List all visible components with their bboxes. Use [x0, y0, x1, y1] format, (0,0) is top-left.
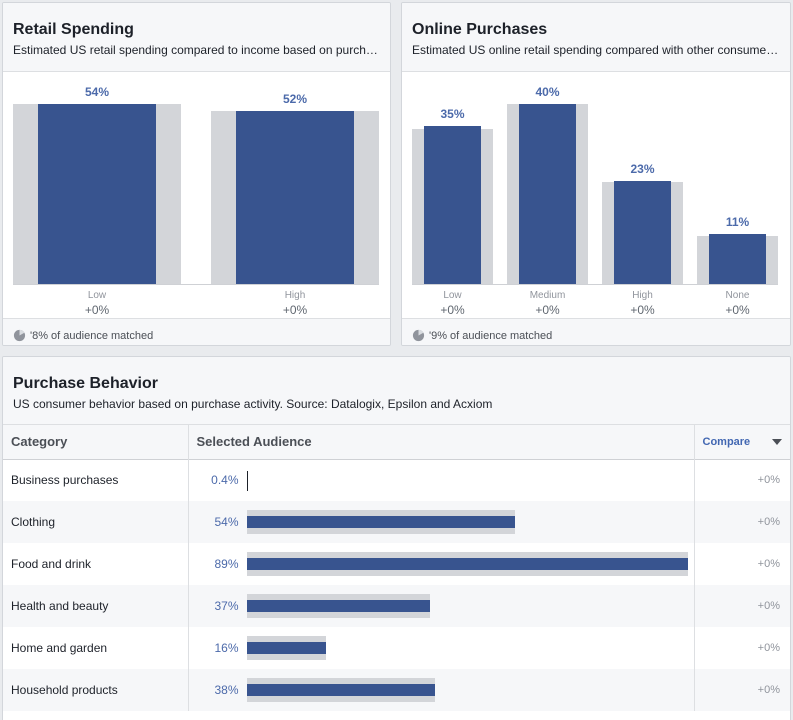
retail-baseline: [13, 284, 379, 285]
online-purchases-title: Online Purchases: [412, 21, 548, 38]
retail-spending-footer: '8% of audience matched: [3, 318, 390, 345]
online-bar: [519, 104, 576, 284]
column-header-category[interactable]: Category: [3, 425, 189, 459]
table-row: Health and beauty 37% +0%: [3, 585, 790, 627]
selected-audience-cell: 37%: [188, 585, 695, 627]
row-bar: [246, 516, 515, 528]
compare-cell: +0%: [757, 600, 780, 612]
online-bar: [614, 181, 671, 284]
column-header-compare[interactable]: Compare: [694, 425, 790, 459]
pie-chart-icon: [13, 329, 26, 342]
retail-spending-card: Retail Spending Estimated US retail spen…: [2, 2, 391, 346]
table-row: Household products 38% +0%: [3, 669, 790, 711]
category-cell: Household products: [3, 669, 189, 711]
online-compare-value: +0%: [440, 303, 465, 317]
retail-bar: [38, 104, 156, 284]
selected-audience-cell: 89%: [188, 543, 695, 585]
online-match-text: '9% of audience matched: [429, 329, 553, 342]
online-bar: [709, 234, 766, 284]
row-bar: [246, 684, 435, 696]
table-row: Business purchases 0.4% +0%: [3, 459, 790, 501]
category-cell: Business purchases: [3, 459, 189, 501]
table-row: Clothing 54% +0%: [3, 501, 790, 543]
row-bar: [246, 642, 326, 654]
online-bar: [424, 126, 481, 284]
row-bar: [246, 470, 248, 491]
purchase-behavior-card: Purchase Behavior US consumer behavior b…: [2, 356, 791, 720]
selected-audience-cell: 54%: [188, 501, 695, 543]
column-header-selected-audience[interactable]: Selected Audience: [188, 425, 695, 459]
online-compare-value: +0%: [630, 303, 655, 317]
online-bar-value: 11%: [725, 215, 750, 229]
retail-bar-value: 52%: [282, 92, 308, 106]
retail-match-text: '8% of audience matched: [30, 329, 154, 342]
retail-spending-title: Retail Spending: [13, 21, 134, 38]
online-baseline: [412, 284, 778, 285]
purchase-behavior-rows: Business purchases 0.4% +0% Clothing 54% +0% F…: [3, 459, 790, 711]
online-purchases-subtitle: Estimated US online retail spending comp…: [412, 43, 779, 57]
compare-cell: +0%: [757, 558, 780, 570]
retail-category-label: High: [284, 290, 306, 301]
row-percent: 89%: [214, 557, 239, 571]
row-percent: 54%: [214, 515, 239, 529]
compare-cell: +0%: [757, 642, 780, 654]
online-bar-value: 35%: [440, 107, 465, 121]
category-cell: Home and garden: [3, 627, 189, 669]
online-purchases-footer: '9% of audience matched: [402, 318, 790, 345]
compare-cell: +0%: [757, 474, 780, 487]
purchase-behavior-subtitle: US consumer behavior based on purchase a…: [13, 397, 493, 411]
table-row: Home and garden 16% +0%: [3, 627, 790, 669]
selected-audience-cell: 0.4%: [188, 459, 695, 501]
pie-chart-icon: [412, 329, 425, 342]
compare-cell: +0%: [757, 516, 780, 528]
online-compare-value: +0%: [535, 303, 560, 317]
purchase-behavior-header: Purchase Behavior US consumer behavior b…: [3, 357, 790, 425]
row-percent: 16%: [214, 641, 239, 655]
category-cell: Health and beauty: [3, 585, 189, 627]
table-row: Food and drink 89% +0%: [3, 543, 790, 585]
selected-audience-cell: 38%: [188, 669, 695, 711]
retail-spending-header: Retail Spending Estimated US retail spen…: [3, 3, 390, 72]
online-bar-value: 40%: [535, 85, 560, 99]
retail-spending-subtitle: Estimated US retail spending compared to…: [13, 43, 378, 57]
row-percent: 0.4%: [211, 473, 239, 488]
retail-compare-value: +0%: [84, 303, 110, 317]
table-header-row: Category Selected Audience Compare: [3, 425, 790, 459]
row-bar: [246, 558, 688, 570]
purchase-behavior-title: Purchase Behavior: [13, 375, 158, 392]
row-percent: 37%: [214, 599, 239, 613]
category-cell: Clothing: [3, 501, 189, 543]
online-purchases-chart: 35% Low +0% 40% Medium +0% 23% High +0% 11% None +0…: [402, 72, 790, 322]
online-purchases-card: Online Purchases Estimated US online ret…: [401, 2, 791, 346]
compare-label[interactable]: Compare: [702, 435, 751, 448]
retail-spending-chart: 54% Low +0% 52% High +0%: [3, 72, 390, 322]
online-purchases-header: Online Purchases Estimated US online ret…: [402, 3, 790, 72]
category-cell: Food and drink: [3, 543, 189, 585]
row-bar: [246, 600, 430, 612]
online-category-label: Medium: [529, 290, 566, 301]
online-category-label: High: [632, 290, 653, 301]
online-category-label: Low: [443, 290, 462, 301]
online-category-label: None: [725, 290, 750, 301]
retail-category-label: Low: [87, 290, 107, 301]
caret-down-icon[interactable]: [772, 438, 782, 445]
retail-compare-value: +0%: [282, 303, 308, 317]
retail-bar-value: 54%: [84, 85, 110, 99]
row-percent: 38%: [214, 683, 239, 697]
online-compare-value: +0%: [725, 303, 750, 317]
selected-audience-cell: 16%: [188, 627, 695, 669]
online-bar-value: 23%: [630, 162, 655, 176]
purchase-behavior-table: Category Selected Audience Compare Busin…: [3, 425, 790, 711]
compare-cell: +0%: [757, 684, 780, 696]
retail-bar: [236, 111, 354, 284]
